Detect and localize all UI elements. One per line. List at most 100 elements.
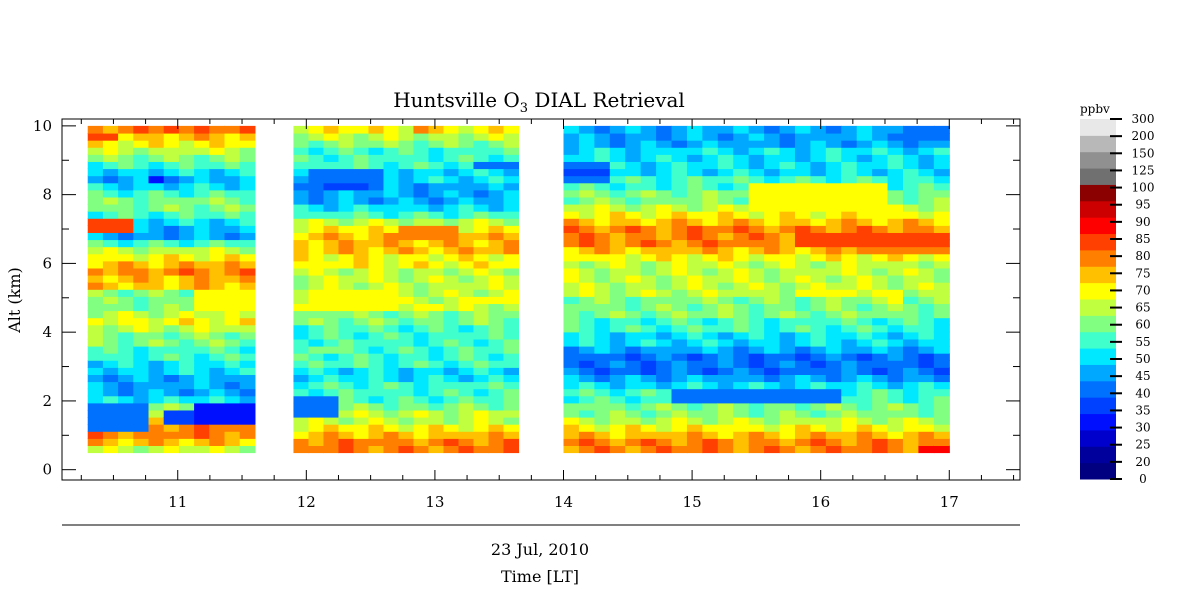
- heatmap-cell: [748, 289, 765, 297]
- heatmap-cell: [224, 147, 241, 155]
- heatmap-cell: [702, 416, 719, 425]
- heatmap-cell: [748, 296, 765, 304]
- heatmap-cell: [413, 161, 430, 170]
- heatmap-cell: [810, 367, 827, 375]
- heatmap-cell: [794, 331, 811, 340]
- heatmap-cell: [163, 445, 180, 454]
- heatmap-cell: [748, 211, 765, 219]
- heatmap-cell: [686, 203, 703, 212]
- heatmap-cell: [748, 402, 765, 411]
- heatmap-cell: [443, 203, 460, 212]
- heatmap-cell: [224, 416, 241, 425]
- heatmap-cell: [308, 324, 325, 333]
- heatmap-cell: [102, 182, 119, 191]
- heatmap-cell: [625, 360, 642, 368]
- heatmap-cell: [841, 175, 858, 184]
- heatmap-cell: [308, 331, 325, 340]
- heatmap-cell: [293, 402, 310, 411]
- heatmap-cell: [133, 367, 150, 375]
- heatmap-cell: [428, 175, 445, 184]
- heatmap-cell: [87, 289, 104, 297]
- heatmap-cell: [918, 317, 935, 326]
- heatmap-cell: [458, 239, 475, 248]
- heatmap-cell: [794, 296, 811, 304]
- heatmap-cell: [443, 374, 460, 383]
- heatmap-cell: [503, 239, 520, 248]
- heatmap-cell: [656, 182, 673, 191]
- heatmap-cell: [933, 239, 950, 248]
- heatmap-cell: [148, 303, 165, 312]
- heatmap-cell: [918, 353, 935, 361]
- heatmap-cell: [841, 289, 858, 297]
- heatmap-cell: [87, 239, 104, 248]
- heatmap-cell: [841, 424, 858, 432]
- heatmap-cell: [383, 367, 400, 375]
- heatmap-cell: [872, 424, 889, 432]
- heatmap-cell: [748, 154, 765, 162]
- heatmap-cell: [224, 303, 241, 312]
- heatmap-cell: [308, 140, 325, 148]
- heatmap-cell: [779, 218, 796, 226]
- heatmap-cell: [794, 409, 811, 418]
- heatmap-cell: [353, 132, 370, 141]
- heatmap-cell: [178, 431, 195, 439]
- heatmap-cell: [625, 175, 642, 184]
- heatmap-cell: [656, 353, 673, 361]
- heatmap-cell: [428, 282, 445, 290]
- heatmap-cell: [794, 260, 811, 269]
- heatmap-cell: [308, 424, 325, 432]
- heatmap-cell: [338, 274, 355, 283]
- heatmap-cell: [640, 189, 657, 198]
- heatmap-cell: [686, 395, 703, 404]
- colorbar-swatch: [1080, 429, 1116, 447]
- heatmap-cell: [671, 260, 688, 269]
- heatmap-cell: [118, 168, 134, 177]
- heatmap-cell: [178, 260, 195, 269]
- heatmap-cell: [810, 331, 827, 340]
- heatmap-cell: [702, 189, 719, 198]
- heatmap-cell: [87, 154, 104, 162]
- heatmap-cell: [458, 211, 475, 219]
- heatmap-cell: [503, 289, 520, 297]
- heatmap-cell: [413, 274, 430, 283]
- heatmap-cell: [578, 431, 595, 439]
- heatmap-cell: [733, 168, 750, 177]
- heatmap-cell: [887, 125, 904, 134]
- heatmap-cell: [118, 175, 134, 184]
- heatmap-cell: [308, 232, 325, 241]
- heatmap-cell: [902, 203, 920, 212]
- heatmap-cell: [779, 345, 796, 354]
- heatmap-cell: [594, 303, 611, 312]
- heatmap-cell: [368, 431, 385, 439]
- heatmap-cell: [933, 289, 950, 297]
- heatmap-cell: [656, 445, 673, 454]
- heatmap-cell: [368, 367, 385, 375]
- heatmap-cell: [578, 395, 595, 404]
- heatmap-cell: [872, 175, 889, 184]
- heatmap-cell: [810, 445, 827, 454]
- heatmap-cell: [413, 296, 430, 304]
- heatmap-cell: [443, 132, 460, 141]
- heatmap-cell: [224, 246, 241, 255]
- heatmap-cell: [163, 402, 180, 411]
- heatmap-cell: [473, 274, 490, 283]
- heatmap-cell: [458, 147, 475, 155]
- heatmap-cell: [872, 182, 889, 191]
- heatmap-cell: [841, 360, 858, 368]
- heatmap-cell: [293, 317, 310, 326]
- heatmap-cell: [87, 282, 104, 290]
- heatmap-cell: [308, 388, 325, 397]
- heatmap-cell: [353, 125, 370, 134]
- heatmap-cell: [163, 331, 180, 340]
- heatmap-cell: [383, 203, 400, 212]
- heatmap-cell: [398, 203, 415, 212]
- heatmap-cell: [625, 331, 642, 340]
- heatmap-cell: [764, 395, 781, 404]
- heatmap-cell: [383, 345, 400, 354]
- heatmap-cell: [594, 409, 611, 418]
- heatmap-cell: [686, 345, 703, 354]
- heatmap-cell: [733, 331, 750, 340]
- heatmap-cell: [458, 253, 475, 262]
- colorbar-label: 90: [1135, 215, 1150, 229]
- heatmap-cell: [133, 317, 150, 326]
